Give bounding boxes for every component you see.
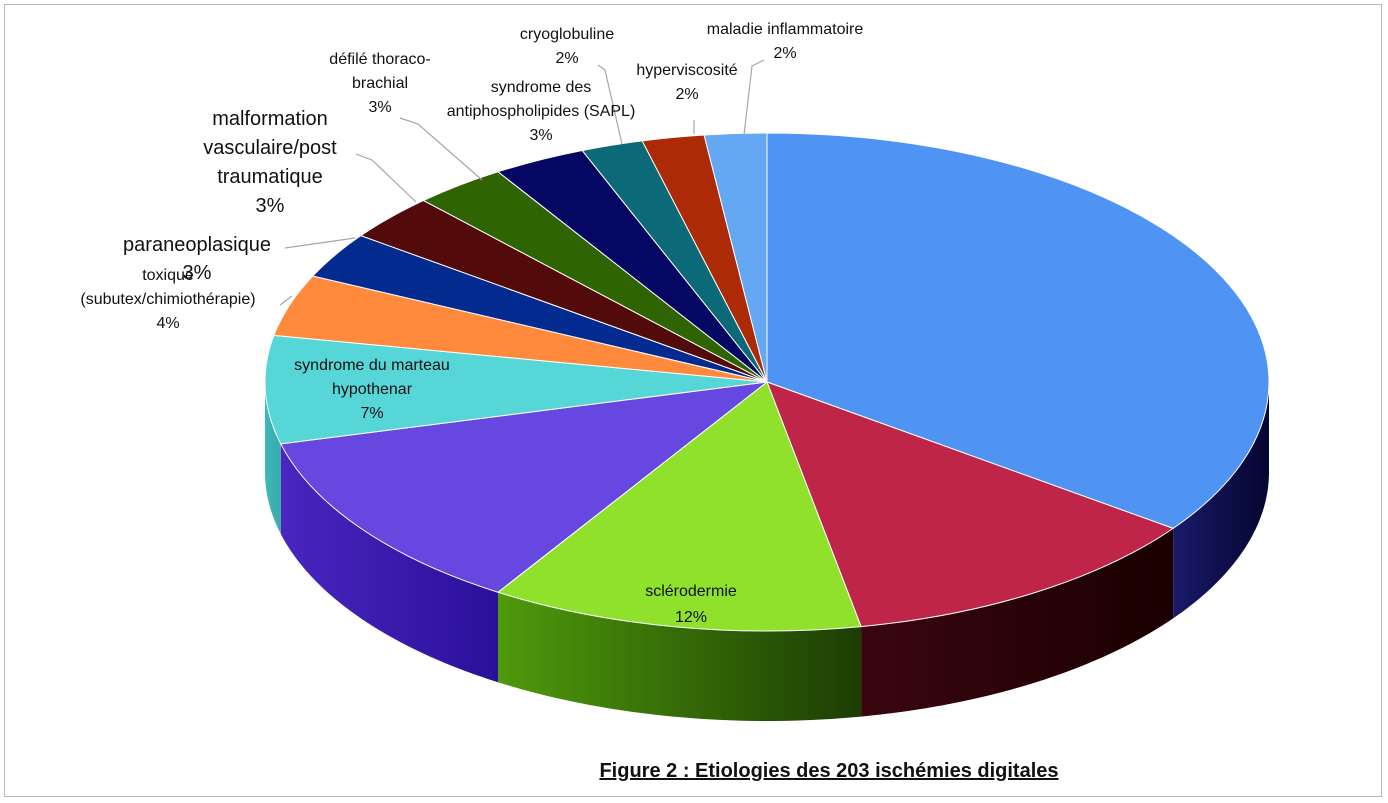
label-percent-paraneoplasique: 3%: [183, 262, 212, 284]
label-percent-maladie-inflammatoire: 2%: [773, 45, 796, 62]
label-cryoglobuline: cryoglobuline 2%: [520, 26, 614, 67]
leader-line-toxique-subutex-chimiotherapie: [279, 295, 293, 306]
pie-slices: [264, 132, 1270, 632]
leader-lines: [279, 59, 765, 306]
label-hyperviscosite: hyperviscosité 2%: [636, 62, 737, 103]
slice-cause-emboligene: [766, 381, 1174, 628]
leader-line-malformation-vasculaire-post-traumatique: [355, 153, 417, 203]
label-text-defile-thoraco-brachial: brachial: [352, 75, 408, 92]
label-text-defile-thoraco-brachial: défilé thoraco-: [329, 51, 430, 68]
leader-line-paraneoplasique: [284, 237, 356, 249]
slice-non-connue: [280, 381, 768, 593]
label-percent-hyperviscosite: 2%: [675, 86, 698, 103]
label-text-sclerodermie: sclérodermie: [645, 583, 737, 600]
label-text-paraneoplasique: paraneoplasique: [123, 234, 271, 256]
label-text-syndrome-des-antiphospholipides-sapl: antiphospholipides (SAPL): [447, 103, 636, 120]
label-maladie-inflammatoire: maladie inflammatoire 2%: [707, 21, 864, 62]
slice-side-sclerodermie: [498, 592, 862, 721]
slice-sclerodermie: [497, 381, 862, 632]
label-sclerodermie: sclérodermie 12%: [645, 583, 737, 626]
slice-labels: sclérodermie 12% syndrome du marteau hypoth…: [80, 21, 863, 626]
label-defile-thoraco-brachial: défilé thoraco-brachial 3%: [329, 51, 430, 116]
slice-side-non-connue: [280, 443, 499, 683]
slice-maladie-de-buerger: [766, 132, 1270, 529]
label-text-malformation-vasculaire-post-traumatique: vasculaire/post: [203, 137, 337, 159]
label-text-syndrome-des-antiphospholipides-sapl: syndrome des: [491, 79, 592, 96]
slice-side-maladie-de-buerger: [1173, 382, 1269, 619]
leader-line-defile-thoraco-brachial: [399, 117, 483, 181]
slice-side-cause-emboligene: [861, 528, 1174, 717]
label-text-malformation-vasculaire-post-traumatique: malformation: [212, 108, 328, 130]
label-percent-defile-thoraco-brachial: 3%: [368, 99, 391, 116]
label-percent-sclerodermie: 12%: [675, 609, 707, 626]
label-malformation-vasculaire-post-traumatique: malformation vasculaire/post traumatique 3%: [203, 108, 337, 217]
label-text-toxique-subutex-chimiotherapie: toxique: [142, 267, 194, 284]
leader-line-maladie-inflammatoire: [743, 59, 765, 136]
slice-maladie-inflammatoire: [703, 132, 768, 383]
label-percent-syndrome-du-marteau-hypothenar: 7%: [360, 405, 383, 422]
label-text-syndrome-du-marteau-hypothenar: syndrome du marteau: [294, 357, 450, 374]
label-toxique-subutex-chimiotherapie: toxique (subutex/chimiothérapie) 4%: [80, 267, 255, 332]
label-text-toxique-subutex-chimiotherapie: (subutex/chimiothérapie): [80, 291, 255, 308]
slice-side-syndrome-du-marteau-hypothenar: [265, 382, 281, 534]
label-percent-malformation-vasculaire-post-traumatique: 3%: [256, 195, 285, 217]
label-text-hyperviscosite: hyperviscosité: [636, 62, 737, 79]
slice-syndrome-du-marteau-hypothenar: [264, 334, 768, 445]
label-paraneoplasique: paraneoplasique 3%: [123, 234, 271, 284]
label-percent-cryoglobuline: 2%: [555, 50, 578, 67]
label-syndrome-du-marteau-hypothenar: syndrome du marteau hypothenar 7%: [294, 357, 450, 422]
leader-line-cryoglobuline: [597, 64, 623, 145]
label-syndrome-des-antiphospholipides-sapl: syndrome des antiphospholipides (SAPL) 3%: [447, 79, 636, 144]
label-text-cryoglobuline: cryoglobuline: [520, 26, 614, 43]
label-percent-toxique-subutex-chimiotherapie: 4%: [156, 315, 179, 332]
label-percent-syndrome-des-antiphospholipides-sapl: 3%: [529, 127, 552, 144]
figure-caption: Figure 2 : Etiologies des 203 ischémies …: [599, 760, 1059, 782]
pie-sides: [265, 382, 1269, 721]
label-text-syndrome-du-marteau-hypothenar: hypothenar: [332, 381, 413, 398]
label-text-malformation-vasculaire-post-traumatique: traumatique: [217, 166, 323, 188]
label-text-maladie-inflammatoire: maladie inflammatoire: [707, 21, 864, 38]
